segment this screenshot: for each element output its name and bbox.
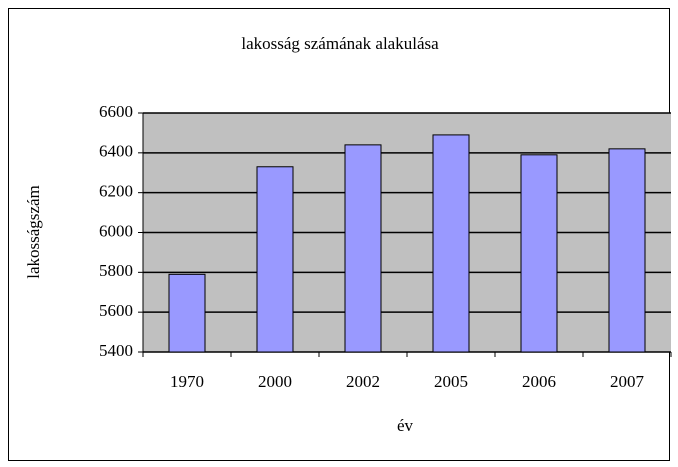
bar [256, 166, 294, 353]
x-tick-label: 1970 [170, 372, 204, 391]
y-tick-label: 6400 [99, 142, 133, 161]
y-tick-label: 6200 [99, 182, 133, 201]
bar [344, 144, 382, 353]
y-tick-label: 5600 [99, 301, 133, 320]
bar [608, 148, 646, 353]
x-tick-label: 2002 [346, 372, 380, 391]
x-tick-label: 2006 [522, 372, 556, 391]
y-tick-label: 6000 [99, 221, 133, 240]
x-axis-label: év [397, 416, 414, 435]
x-tick-label: 2007 [610, 372, 645, 391]
y-tick-label: 5400 [99, 341, 133, 360]
bar [168, 273, 206, 353]
y-tick-label: 5800 [99, 261, 133, 280]
x-tick-label: 2005 [434, 372, 468, 391]
bar [520, 154, 558, 353]
y-tick-label: 6600 [99, 102, 133, 121]
x-tick-label: 2000 [258, 372, 292, 391]
chart-title: lakosság számának alakulása [241, 34, 439, 53]
y-axis-label: lakosságszám [24, 185, 43, 278]
bar [432, 134, 470, 353]
